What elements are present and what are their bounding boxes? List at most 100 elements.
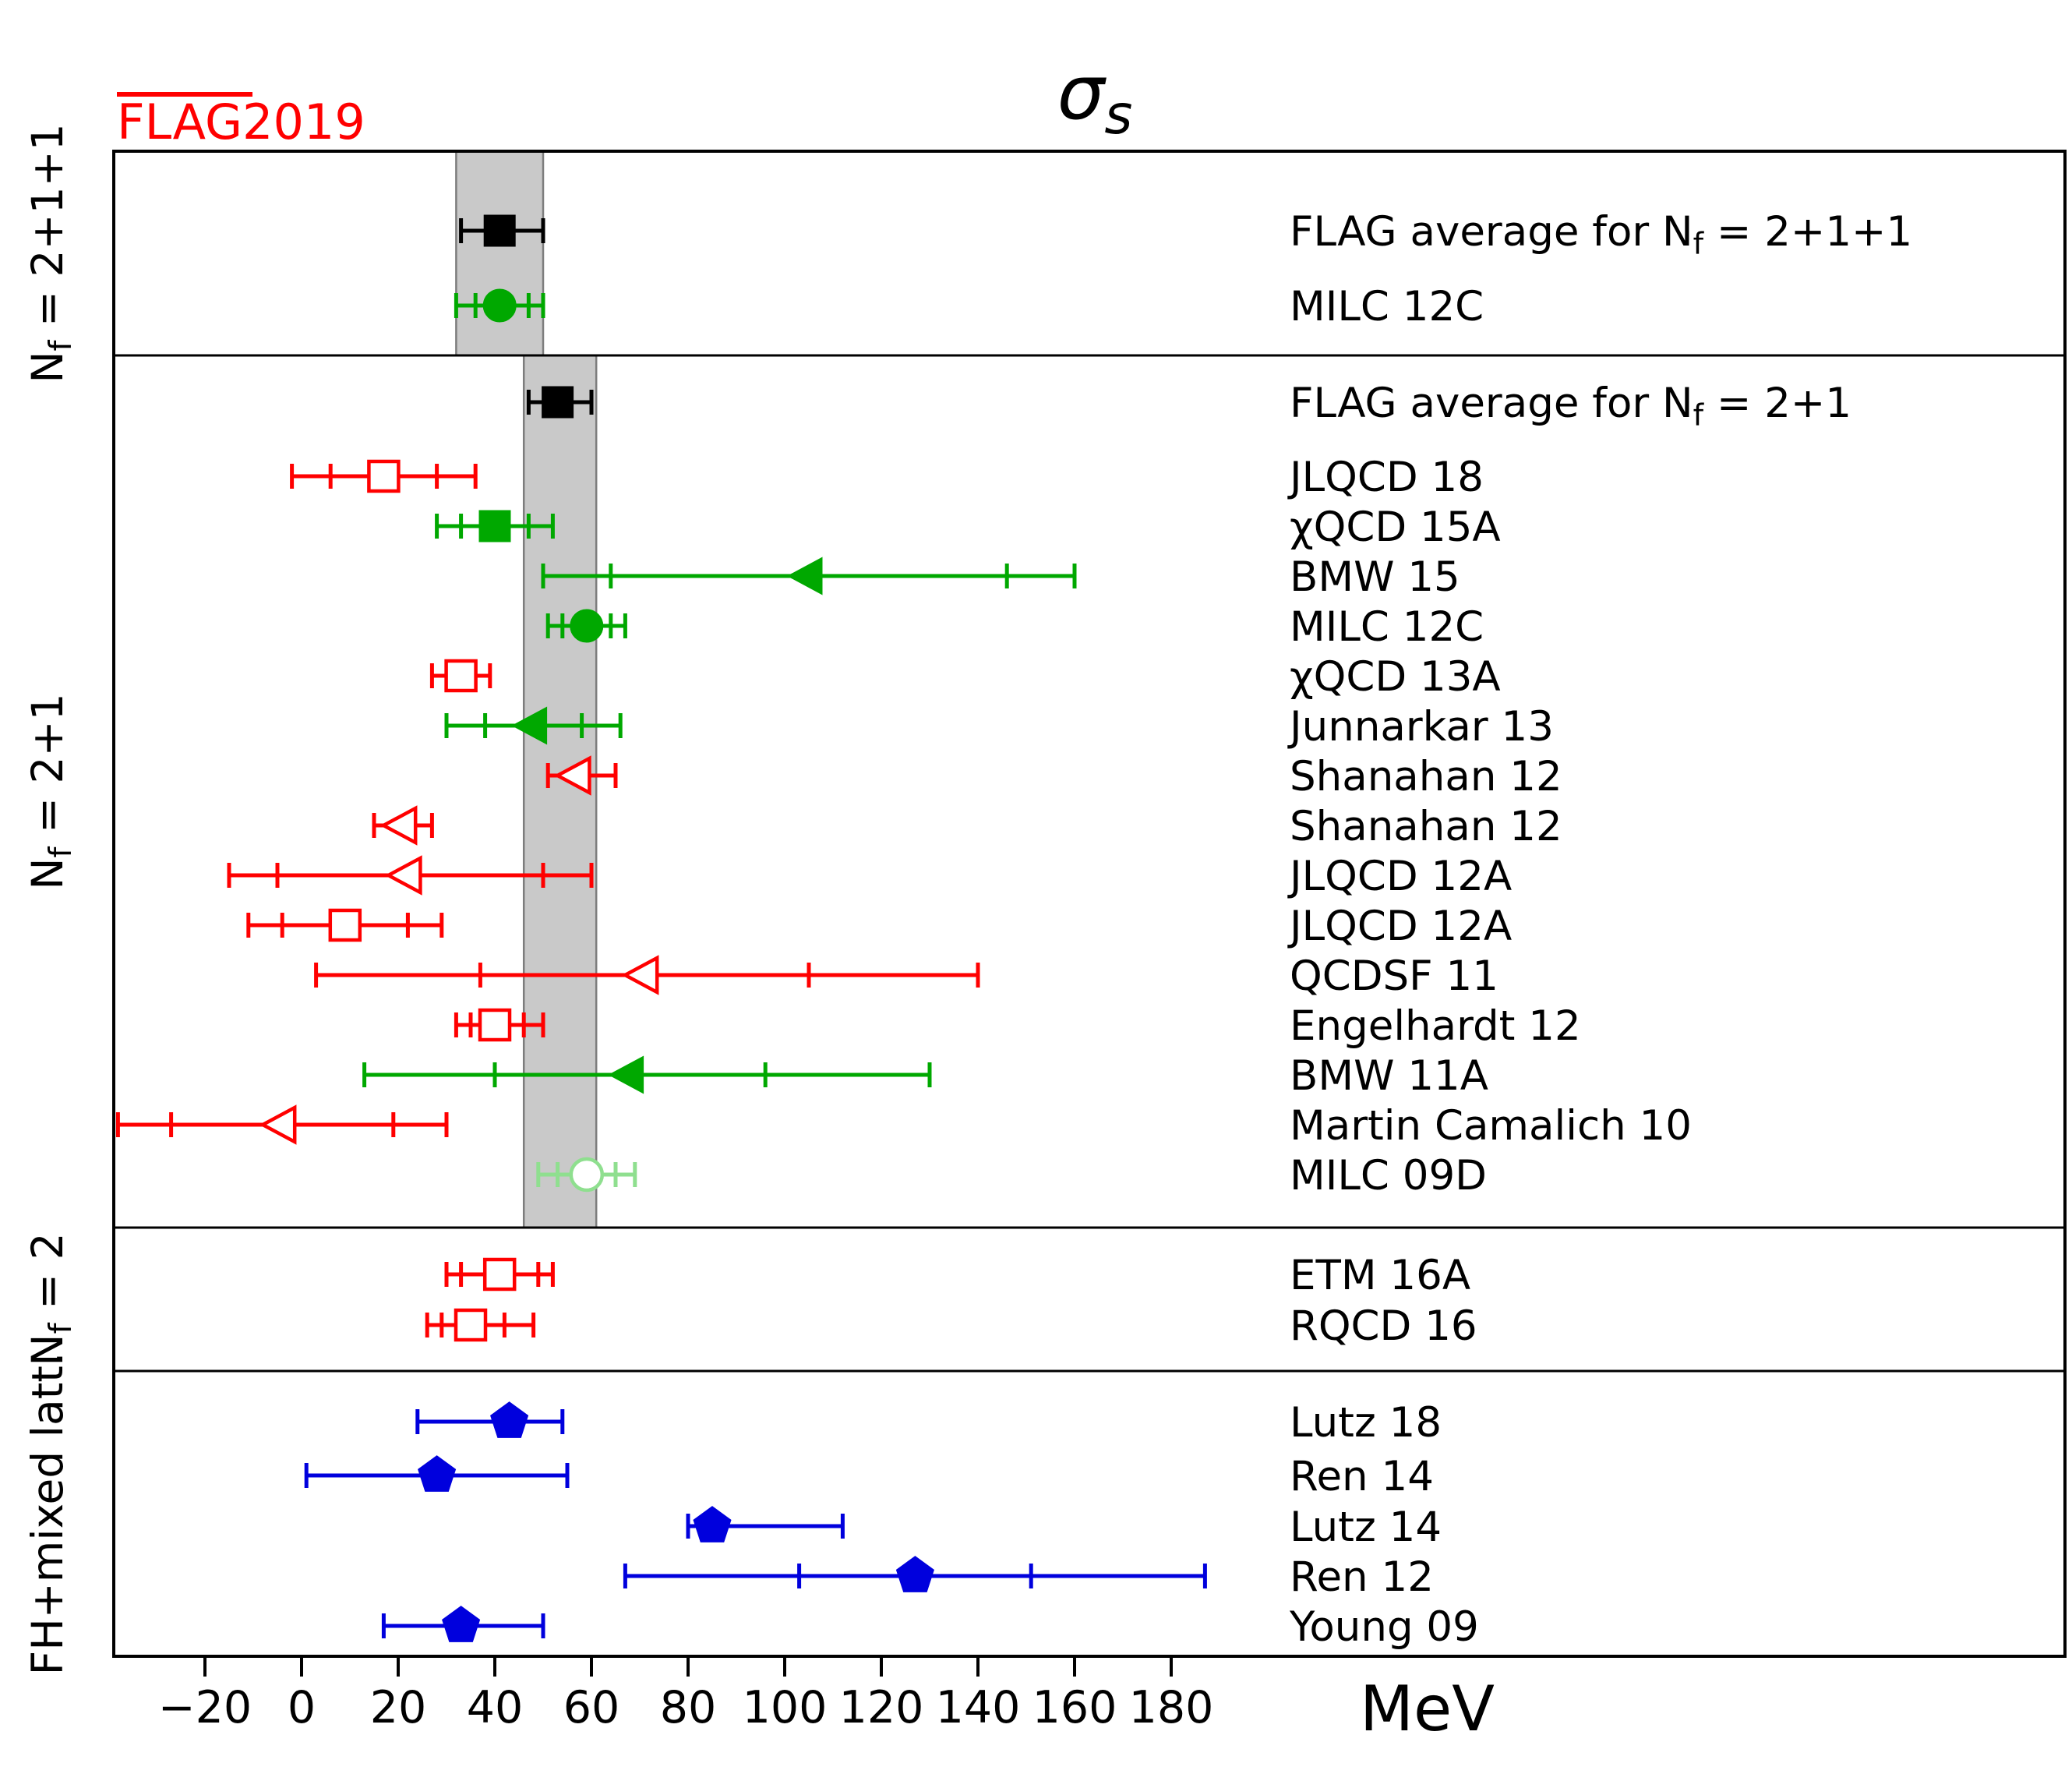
data-row	[526, 386, 594, 419]
entry-label: BMW 15	[1290, 553, 1460, 601]
entry-label: FLAG average for Nf = 2+1+1	[1290, 208, 1912, 262]
entry-label: Shanahan 12	[1290, 803, 1562, 850]
marker-triangle-left	[608, 1055, 644, 1094]
row-labels: FLAG average for Nf = 2+1+1 MILC 12C FLAG …	[1287, 208, 1912, 1651]
section-label: Nf = 2	[23, 1232, 79, 1366]
entry-label: Engelhardt 12	[1290, 1002, 1581, 1050]
marker-triangle-left	[379, 805, 418, 846]
data-row	[246, 908, 444, 942]
entry-label: Shanahan 12	[1290, 753, 1562, 800]
x-tick-label: 0	[288, 1682, 316, 1733]
data-row	[459, 214, 545, 247]
marker-square	[444, 659, 478, 693]
data-row	[545, 609, 627, 643]
data-row	[314, 955, 980, 995]
marker-square	[454, 1308, 488, 1342]
data-row	[362, 1055, 932, 1094]
marker-pentagon	[693, 1506, 732, 1542]
entry-label: JLQCD 12A	[1287, 903, 1512, 950]
data-row	[425, 1308, 536, 1342]
entry-label: QCDSF 11	[1290, 952, 1498, 1000]
entry-label: RQCD 16	[1290, 1302, 1477, 1350]
x-tick-label: 100	[743, 1682, 828, 1733]
marker-square	[478, 1008, 512, 1042]
marker-square	[478, 510, 511, 542]
flag-logo-text: FLAG2019	[117, 94, 365, 150]
marker-pentagon	[418, 1455, 457, 1492]
entry-label: Junnarkar 13	[1287, 703, 1554, 751]
marker-pentagon	[442, 1606, 481, 1642]
data-row	[115, 1104, 449, 1145]
data-row	[415, 1401, 565, 1438]
marker-triangle-left	[511, 706, 548, 745]
entry-label: Ren 14	[1290, 1453, 1434, 1500]
marker-circle	[570, 609, 604, 643]
data-row	[454, 1008, 545, 1042]
section-label: Nf = 2+1+1	[23, 123, 79, 383]
section-label: FH+mixed latt.	[23, 1352, 72, 1676]
marker-triangle-left	[553, 755, 591, 796]
x-axis: −20 0 20 40 60 80 100 120 140 160 180	[158, 1656, 1214, 1733]
flag-average-band	[455, 150, 545, 357]
entry-label: MILC 12C	[1290, 603, 1484, 651]
marker-triangle-left	[384, 855, 422, 896]
marker-square	[542, 386, 574, 419]
marker-pentagon	[490, 1401, 529, 1438]
x-tick-label: 40	[467, 1682, 524, 1733]
x-tick-label: −20	[158, 1682, 252, 1733]
entry-label: ETM 16A	[1290, 1252, 1470, 1299]
entry-label: Young 09	[1289, 1603, 1479, 1651]
marker-triangle-left	[621, 955, 659, 995]
plot-frame	[112, 150, 2067, 1658]
x-tick-label: 180	[1129, 1682, 1214, 1733]
data-row	[429, 659, 492, 693]
section-side-labels: Nf = 2+1+1 Nf = 2+1 Nf = 2FH+mixed latt.	[23, 123, 79, 1675]
marker-square	[483, 214, 516, 247]
entry-label: χQCD 15A	[1290, 504, 1501, 551]
data-row	[444, 1257, 555, 1292]
marker-square	[482, 1257, 517, 1292]
x-tick-label: 60	[563, 1682, 620, 1733]
plot-border	[112, 150, 2067, 1658]
entry-label: MILC 12C	[1290, 283, 1484, 330]
data-row	[444, 706, 623, 745]
data-row	[454, 288, 545, 323]
x-tick-label: 160	[1032, 1682, 1117, 1733]
entry-label: Ren 12	[1290, 1553, 1434, 1601]
marker-triangle-left	[259, 1104, 297, 1145]
data-row	[686, 1506, 845, 1542]
data-row	[545, 755, 618, 796]
data-row	[227, 855, 594, 896]
data-row	[290, 459, 478, 493]
marker-square	[328, 908, 362, 942]
x-tick-label: 140	[936, 1682, 1021, 1733]
entry-label: χQCD 13A	[1290, 653, 1501, 701]
marker-circle	[482, 288, 517, 323]
average-bands	[455, 150, 598, 1229]
section-label: Nf = 2+1	[23, 693, 79, 889]
x-axis-unit-label: MeV	[1360, 1673, 1495, 1745]
entry-label: MILC 09D	[1290, 1152, 1487, 1200]
data-row	[541, 557, 1077, 595]
data-row	[304, 1455, 570, 1492]
marker-triangle-left	[786, 557, 823, 595]
entry-label: Lutz 14	[1290, 1504, 1442, 1551]
entry-label: JLQCD 12A	[1287, 853, 1512, 900]
marker-pentagon	[895, 1556, 934, 1592]
data-row	[435, 510, 555, 542]
flag-logo: FLAG2019	[117, 92, 365, 150]
marker-square	[367, 459, 401, 493]
plot-title: σs	[1057, 49, 1133, 147]
entry-label: BMW 11A	[1290, 1052, 1488, 1100]
data-row	[381, 1606, 545, 1642]
data-row	[372, 805, 434, 846]
entry-label: Lutz 18	[1290, 1399, 1442, 1447]
data-row	[623, 1556, 1207, 1592]
entry-label: JLQCD 18	[1287, 454, 1484, 501]
data-rows	[115, 214, 1207, 1642]
marker-circle	[569, 1157, 605, 1193]
entry-label: FLAG average for Nf = 2+1	[1290, 380, 1851, 433]
x-tick-label: 20	[370, 1682, 427, 1733]
